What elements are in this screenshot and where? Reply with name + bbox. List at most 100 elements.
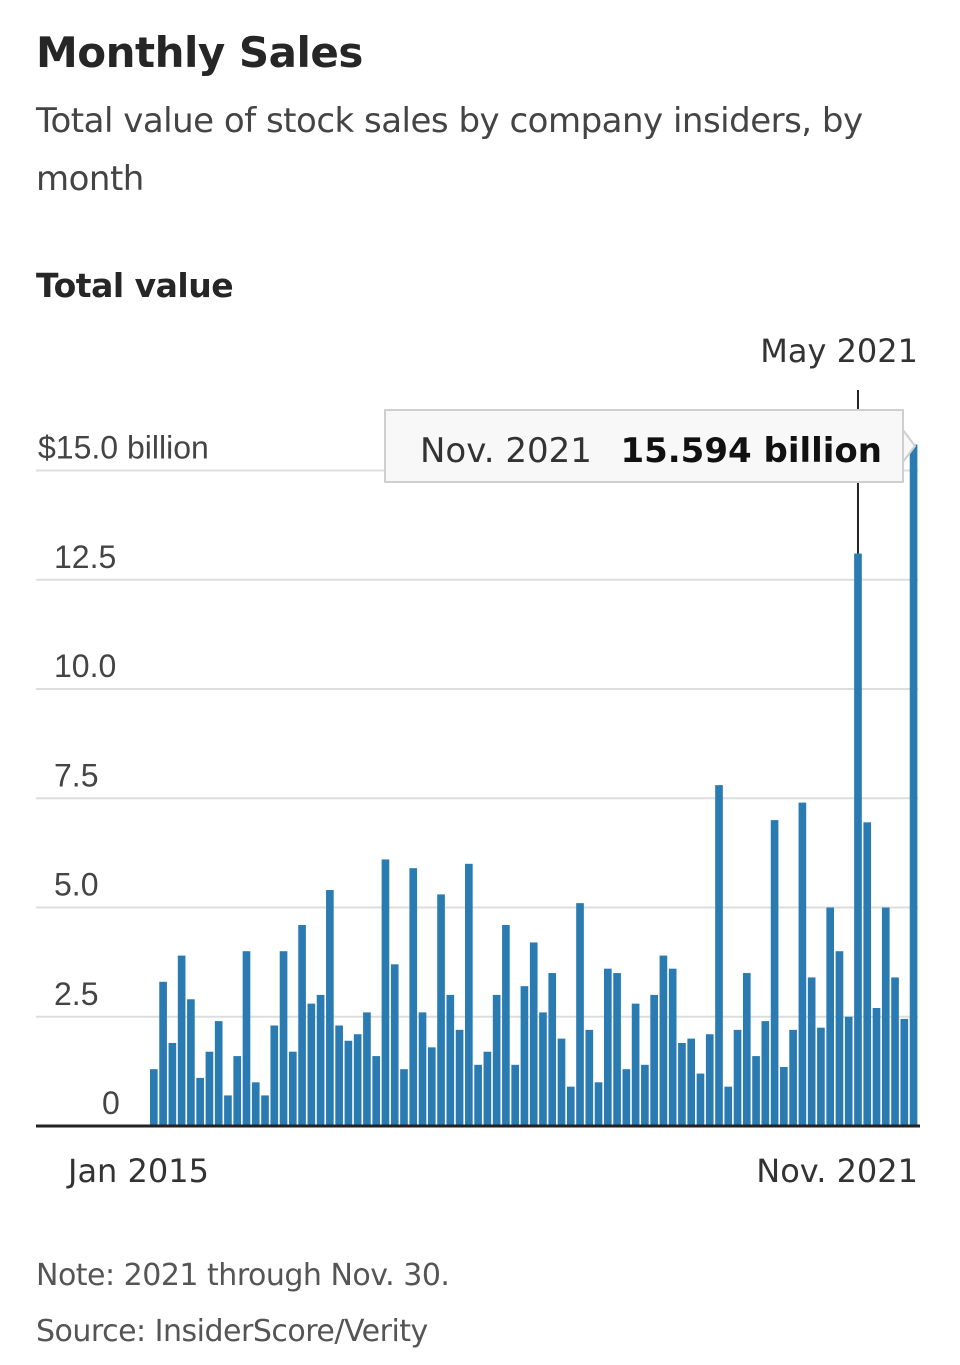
bar: [437, 894, 445, 1126]
bar: [603, 968, 612, 1126]
may-2021-label: May 2021: [760, 332, 918, 370]
bar: [789, 1029, 797, 1126]
y-tick-label: 0: [102, 1085, 120, 1121]
bar: [576, 903, 584, 1126]
bar: [465, 863, 473, 1126]
bar: [344, 1040, 353, 1126]
bar: [177, 955, 186, 1126]
footer: Note: 2021 through Nov. 30. Source: Insi…: [36, 1248, 450, 1360]
bar: [807, 977, 816, 1126]
bar: [872, 1008, 881, 1126]
tooltip-box: [384, 409, 904, 483]
bar: [214, 1021, 223, 1126]
bar: [233, 1056, 242, 1126]
tooltip-value: 15.594 billion: [620, 431, 882, 471]
bar: [566, 1086, 575, 1126]
bar: [298, 924, 306, 1126]
bar: [251, 1082, 260, 1126]
bar: [891, 977, 899, 1126]
bar-chart: 0 2.5 5.0 7.5 10.0 12.5 $15.0 billion Jan 2015 N…: [36, 332, 920, 1190]
bar: [733, 1029, 742, 1126]
bar: [150, 1069, 158, 1126]
note-text: Note: 2021 through Nov. 30.: [36, 1258, 450, 1293]
bar: [622, 1069, 631, 1126]
bar: [224, 1095, 232, 1126]
y-tick-label: 2.5: [54, 976, 98, 1012]
bar: [168, 1042, 177, 1126]
bar: [353, 1034, 362, 1126]
bar: [752, 1056, 760, 1126]
bar: [196, 1077, 204, 1126]
bar: [742, 973, 751, 1126]
bar: [446, 994, 455, 1126]
bar: [159, 981, 167, 1126]
x-tick-label-last: Nov. 2021: [756, 1152, 918, 1190]
bar: [288, 1051, 297, 1126]
bar: [548, 973, 557, 1126]
bar: [909, 444, 918, 1126]
bar: [335, 1025, 343, 1126]
bar: [511, 1064, 520, 1126]
bar: [474, 1064, 482, 1126]
bar: [613, 973, 621, 1126]
bar: [492, 994, 501, 1126]
bar: [780, 1067, 788, 1126]
bar: [502, 924, 510, 1126]
bar: [520, 986, 529, 1126]
bar: [844, 1016, 853, 1126]
bar: [585, 1029, 594, 1126]
bar: [724, 1086, 733, 1126]
bar: [557, 1038, 566, 1126]
axis-title: Total value: [36, 266, 234, 305]
bar: [631, 1003, 640, 1126]
bar: [678, 1042, 686, 1126]
bar: [863, 822, 872, 1126]
bar: [372, 1056, 381, 1126]
bar: [307, 1003, 316, 1126]
bar: [270, 1025, 279, 1126]
bar: [409, 868, 418, 1126]
bar: [650, 994, 658, 1126]
bar: [817, 1027, 825, 1126]
bar: [316, 994, 325, 1126]
bar: [455, 1029, 464, 1126]
bar: [483, 1051, 492, 1126]
bar: [242, 951, 251, 1126]
x-tick-label-first: Jan 2015: [66, 1152, 209, 1190]
y-tick-label: 5.0: [54, 867, 98, 903]
bar: [659, 955, 668, 1126]
y-tick-label: 12.5: [54, 539, 116, 575]
y-tick-label: 7.5: [54, 757, 98, 793]
bar: [427, 1047, 436, 1126]
bar: [854, 553, 862, 1126]
y-tick-label: $15.0 billion: [38, 430, 209, 466]
bar: [770, 820, 779, 1126]
bar: [594, 1082, 603, 1126]
y-tick-label: 10.0: [54, 648, 116, 684]
bar: [187, 999, 195, 1126]
bar: [390, 964, 399, 1126]
tooltip-date: Nov. 2021: [420, 431, 592, 471]
bar: [418, 1012, 427, 1126]
bar: [529, 942, 538, 1126]
bar: [205, 1051, 214, 1126]
bar: [835, 951, 844, 1126]
bar: [715, 785, 723, 1126]
source-text: Source: InsiderScore/Verity: [36, 1314, 428, 1349]
chart-subtitle: Total value of stock sales by company in…: [36, 101, 863, 199]
bar: [326, 890, 334, 1126]
bar: [261, 1095, 269, 1126]
bar: [761, 1021, 770, 1126]
bar: [687, 1038, 696, 1126]
bar: [381, 859, 390, 1126]
bar: [279, 951, 288, 1126]
bar: [400, 1069, 408, 1126]
bar: [539, 1012, 547, 1126]
bar: [705, 1034, 714, 1126]
bar: [798, 802, 807, 1126]
bar: [696, 1073, 705, 1126]
tooltip-pointer: [902, 427, 917, 465]
bar: [881, 907, 890, 1126]
bar: [900, 1018, 909, 1126]
bar: [826, 907, 835, 1126]
